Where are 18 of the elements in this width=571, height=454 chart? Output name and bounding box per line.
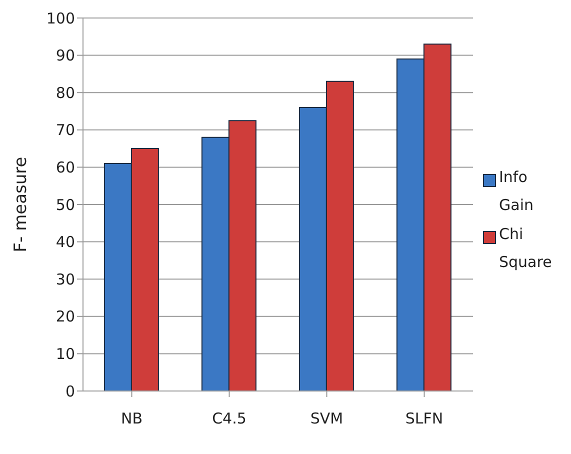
x-tick-label: C4.5: [212, 410, 246, 428]
x-tick-label: SLFN: [405, 410, 444, 428]
x-tick-label: NB: [120, 410, 143, 428]
y-tick-label: 50: [56, 196, 75, 214]
y-tick-label: 10: [56, 345, 75, 364]
legend-label: Info Gain: [499, 167, 534, 216]
y-tick-label: 40: [56, 233, 75, 252]
legend-label: Chi Square: [499, 224, 553, 273]
y-tick-label: 100: [46, 9, 75, 28]
y-axis-title: F- measure: [11, 156, 32, 252]
x-tick-label: SVM: [310, 410, 344, 428]
y-tick-label: 20: [56, 308, 75, 326]
y-tick-label: 0: [65, 382, 75, 400]
y-tick-label: 90: [56, 46, 75, 65]
y-tick-label: 30: [56, 270, 75, 288]
y-tick-label: 80: [56, 84, 75, 102]
y-tick-label: 70: [56, 121, 75, 140]
y-tick-label: 60: [56, 158, 75, 177]
